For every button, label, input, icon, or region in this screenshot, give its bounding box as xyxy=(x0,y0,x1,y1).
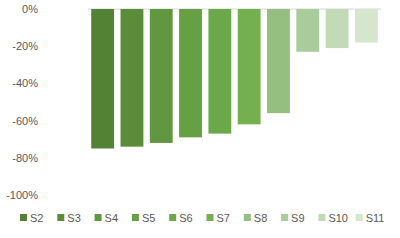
bar xyxy=(150,9,173,143)
legend-label: S6 xyxy=(179,212,192,224)
legend-label: S3 xyxy=(67,212,80,224)
bar xyxy=(208,9,231,134)
legend-swatch xyxy=(281,214,288,221)
chart: 0%-20%-40%-60%-80%-100%S2S3S4S5S6S7S8S9S… xyxy=(0,0,400,238)
legend-label: S7 xyxy=(217,212,230,224)
y-tick-label: 0% xyxy=(22,3,38,15)
legend-label: S11 xyxy=(366,212,385,224)
legend-swatch xyxy=(207,214,214,221)
bar xyxy=(355,9,378,42)
y-axis: 0% -20% -40% -60% -80% -100% xyxy=(6,3,85,201)
legend-swatch xyxy=(244,214,251,221)
legend-swatch xyxy=(132,214,139,221)
tick-mark xyxy=(85,195,86,196)
legend-swatch xyxy=(20,214,27,221)
tick-mark xyxy=(85,83,86,84)
bar xyxy=(91,9,114,149)
y-tick-label: -60% xyxy=(12,115,38,127)
legend-swatch xyxy=(169,214,176,221)
y-tick-label: -20% xyxy=(12,40,38,52)
legend-label: S2 xyxy=(30,212,43,224)
legend-swatch xyxy=(95,214,102,221)
bar xyxy=(326,9,349,48)
y-tick-label: -80% xyxy=(12,152,38,164)
tick-mark xyxy=(85,9,86,10)
y-tick-label: -100% xyxy=(6,189,38,201)
y-tick-label: -40% xyxy=(12,77,38,89)
legend-label: S5 xyxy=(142,212,155,224)
legend-swatch xyxy=(57,214,64,221)
bars xyxy=(91,9,378,149)
legend-swatch xyxy=(318,214,325,221)
legend-swatch xyxy=(356,214,363,221)
legend-label: S9 xyxy=(291,212,304,224)
legend-label: S4 xyxy=(105,212,118,224)
tick-mark xyxy=(85,46,86,47)
tick-mark xyxy=(85,120,86,121)
legend-label: S10 xyxy=(328,212,348,224)
tick-mark xyxy=(85,157,86,158)
legend-label: S8 xyxy=(254,212,267,224)
legend: S2 S3 S4 S5 S6 S7 S8 S9 S10 S11 xyxy=(20,212,384,224)
bar xyxy=(296,9,319,52)
bar xyxy=(238,9,261,124)
bar xyxy=(179,9,202,137)
bar xyxy=(121,9,144,147)
bar xyxy=(267,9,290,113)
